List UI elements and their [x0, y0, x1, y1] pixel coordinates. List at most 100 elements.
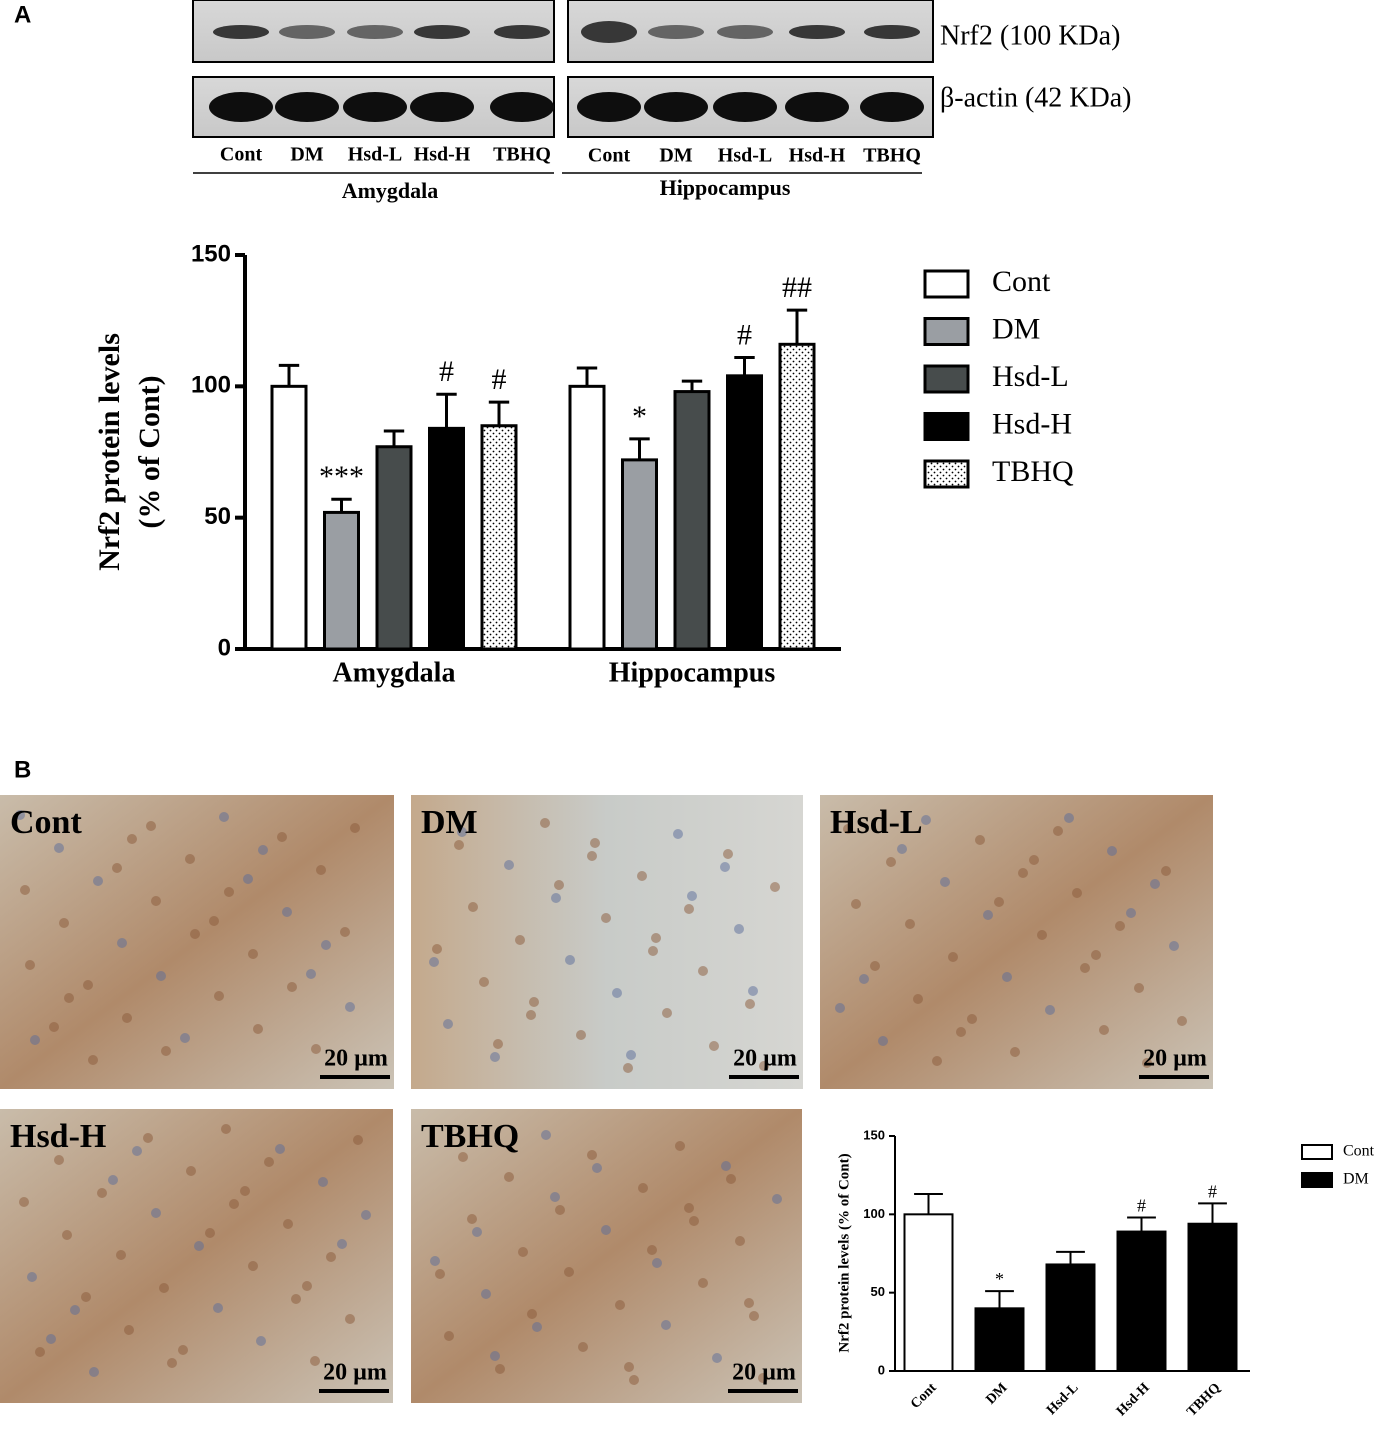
cell — [529, 997, 539, 1007]
band — [789, 25, 845, 39]
cell — [555, 1205, 565, 1215]
cell — [345, 1002, 355, 1012]
x-tick-label: Hippocampus — [609, 657, 776, 688]
cell — [878, 1036, 888, 1046]
cell — [81, 1292, 91, 1302]
cell — [97, 1188, 107, 1198]
cell — [675, 1141, 685, 1151]
cell — [337, 1239, 347, 1249]
cell — [321, 940, 331, 950]
cell — [493, 1039, 503, 1049]
cell — [306, 969, 316, 979]
band — [275, 92, 339, 122]
cell — [748, 986, 758, 996]
band — [785, 92, 849, 122]
cell — [264, 1157, 274, 1167]
cell — [504, 1172, 514, 1182]
cell — [310, 1356, 320, 1366]
legend-label: Cont — [992, 265, 1051, 298]
bar — [375, 445, 413, 651]
bar — [323, 510, 360, 651]
cell — [194, 1241, 204, 1251]
cell — [1053, 826, 1063, 836]
band — [577, 92, 641, 122]
cell — [93, 876, 103, 886]
bar — [778, 342, 816, 651]
cell — [983, 910, 993, 920]
cell — [213, 1303, 223, 1313]
cell — [612, 988, 622, 998]
legend-swatch — [923, 269, 970, 299]
bar — [903, 1213, 954, 1373]
band — [213, 25, 269, 39]
cell — [956, 1027, 966, 1037]
cell — [661, 1320, 671, 1330]
cell — [623, 1063, 633, 1073]
cell — [601, 913, 611, 923]
cell — [205, 1228, 215, 1238]
lane-label: Hsd-L — [348, 144, 402, 166]
cell — [124, 1325, 134, 1335]
band — [581, 21, 637, 43]
cell — [504, 860, 514, 870]
cell — [443, 1019, 453, 1029]
cell — [590, 838, 600, 848]
y-tick-label: 150 — [191, 240, 231, 267]
legend-label: DM — [992, 312, 1040, 345]
significance-label: # — [492, 363, 507, 396]
micrograph-image — [411, 1109, 802, 1403]
cell — [770, 882, 780, 892]
lane-label: Cont — [220, 144, 263, 166]
cell — [64, 993, 74, 1003]
y-tick-label: 100 — [191, 372, 231, 399]
cell — [1091, 950, 1101, 960]
cell — [975, 835, 985, 845]
cell — [578, 1342, 588, 1352]
band — [648, 25, 704, 39]
band — [347, 25, 403, 39]
legend-label: Hsd-L — [992, 360, 1069, 393]
cell — [709, 1041, 719, 1051]
band — [644, 92, 708, 122]
x-tick-label: Hsd-L — [1044, 1380, 1082, 1418]
cell — [948, 952, 958, 962]
cell — [723, 849, 733, 859]
x-tick-label: Cont — [908, 1380, 940, 1412]
cell — [454, 840, 464, 850]
cell — [897, 844, 907, 854]
legend-label: DM — [1343, 1171, 1369, 1188]
cell — [1064, 813, 1074, 823]
cell — [1080, 963, 1090, 973]
cell — [843, 824, 853, 834]
cell — [870, 961, 880, 971]
cell — [1045, 1005, 1055, 1015]
panel-label: A — [14, 1, 31, 28]
cell — [185, 854, 195, 864]
cell — [311, 1044, 321, 1054]
band — [279, 25, 335, 39]
significance-label: * — [995, 1269, 1004, 1289]
cell — [127, 834, 137, 844]
cell — [1029, 855, 1039, 865]
cell — [282, 907, 292, 917]
band — [494, 25, 550, 39]
cell — [186, 1166, 196, 1176]
cell — [429, 957, 439, 967]
cell — [112, 863, 122, 873]
cell — [624, 1362, 634, 1372]
cell — [662, 1008, 672, 1018]
cell — [587, 851, 597, 861]
cell — [592, 1163, 602, 1173]
legend-label: Hsd-H — [992, 407, 1072, 440]
cell — [224, 887, 234, 897]
cell — [940, 877, 950, 887]
bar — [1116, 1230, 1167, 1372]
cell — [626, 1050, 636, 1060]
significance-label: # — [1137, 1196, 1146, 1216]
cell — [673, 829, 683, 839]
lane-label: Hsd-H — [789, 145, 846, 167]
x-tick-label: Hsd-H — [1114, 1380, 1153, 1419]
significance-label: # — [1208, 1181, 1217, 1201]
cell — [1126, 908, 1136, 918]
cell — [472, 1227, 482, 1237]
